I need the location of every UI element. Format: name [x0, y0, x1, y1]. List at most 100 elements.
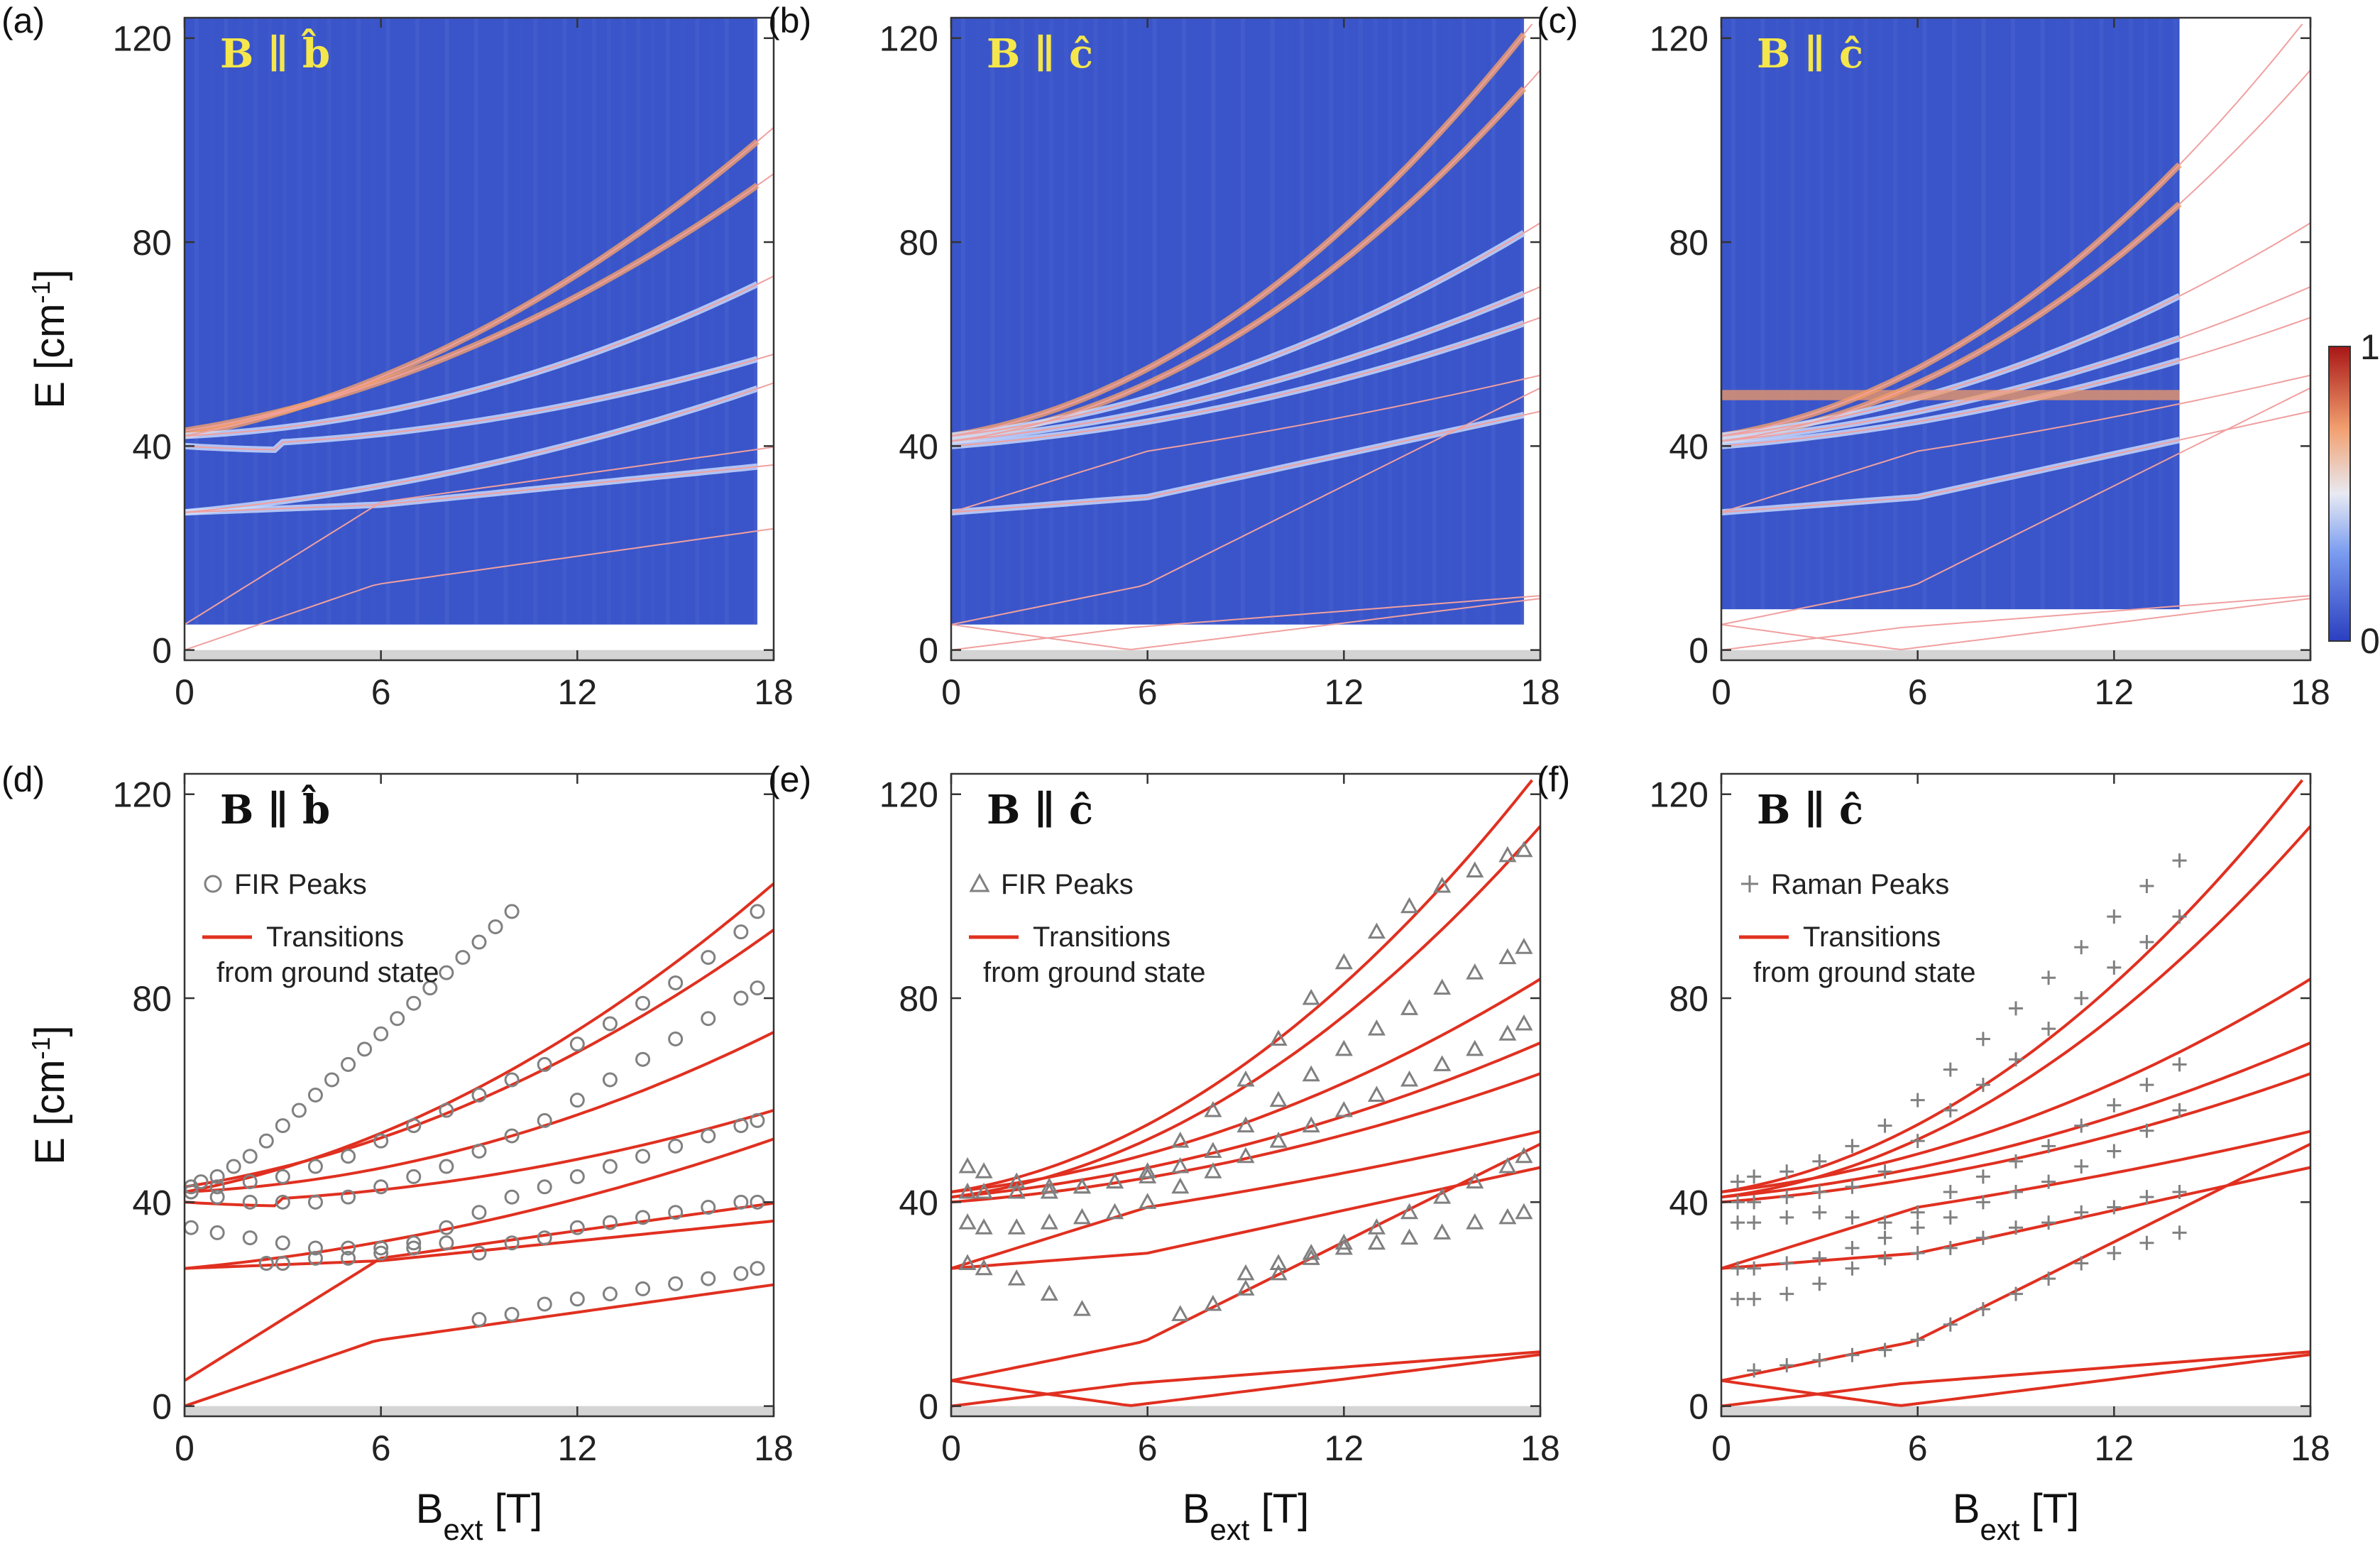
data-point: [1877, 1215, 1892, 1230]
data-point: [1106, 1172, 1124, 1189]
heatmap-streak: [636, 18, 641, 625]
data-point: [701, 950, 716, 966]
data-point: [750, 904, 765, 919]
transition-curve: [184, 354, 774, 451]
data-point: [1302, 1116, 1320, 1133]
heatmap-streak: [297, 18, 302, 625]
data-point: [1515, 841, 1533, 858]
heatmap-streak: [1300, 18, 1305, 625]
data-point: [1812, 1154, 1827, 1169]
data-point: [1466, 1172, 1484, 1189]
panel-label: (d): [1, 760, 45, 799]
data-point: [1269, 1264, 1288, 1281]
heatmap-streak: [194, 18, 199, 625]
data-point: [701, 1200, 716, 1215]
heatmap-streak: [754, 18, 759, 625]
data-point: [733, 1266, 749, 1281]
data-point: [242, 1194, 258, 1210]
data-point: [2139, 1235, 2154, 1250]
heatmap-streak: [710, 18, 714, 625]
data-point: [1433, 978, 1452, 995]
data-point: [307, 1088, 323, 1103]
legend-marker: [969, 873, 990, 892]
heatmap-streak: [1476, 18, 1481, 625]
data-point: [209, 1189, 225, 1205]
transition-curve: [1721, 222, 2311, 437]
heatmap-streak: [268, 18, 273, 625]
y-tick-label: 80: [1669, 979, 1709, 1019]
data-point: [373, 1026, 389, 1041]
heatmap-streak: [960, 18, 965, 625]
y-tick-label: 0: [918, 631, 938, 671]
data-point: [2172, 1103, 2187, 1118]
data-point: [291, 1103, 307, 1118]
heatmap-streak: [724, 18, 729, 625]
heatmap-streak: [577, 18, 581, 625]
data-point: [1812, 1184, 1827, 1199]
below-zero-band: [951, 1406, 1540, 1416]
data-point: [1731, 1174, 1745, 1189]
x-tick-label: 0: [1711, 672, 1731, 712]
data-point: [975, 1259, 993, 1276]
below-zero-band: [185, 1406, 774, 1416]
transition-curve: [184, 446, 774, 625]
y-tick-label: 40: [1669, 1183, 1709, 1222]
data-point: [2074, 1256, 2089, 1271]
panel-label: (a): [1, 1, 45, 40]
heatmap-streak: [2055, 18, 2059, 609]
heatmap-streak: [2158, 18, 2163, 610]
transition-curve: [950, 317, 1541, 447]
data-point: [733, 990, 749, 1006]
y-axis-label: E [cm-1]: [26, 1025, 74, 1164]
data-point: [2139, 1190, 2154, 1205]
panel-title: B ∥ b̂: [220, 784, 330, 833]
data-point: [569, 1220, 585, 1235]
heatmap-streak: [1197, 18, 1201, 625]
data-point: [1171, 1156, 1190, 1174]
heatmap-streak: [400, 18, 405, 625]
x-tick-label: 12: [1325, 672, 1364, 712]
heatmap-streak: [548, 18, 552, 625]
data-point: [975, 1182, 993, 1199]
transition-curve: [950, 1129, 1541, 1270]
heatmap-streak: [1922, 18, 1927, 610]
data-point: [1433, 1188, 1452, 1204]
heatmap-streak: [1064, 18, 1069, 625]
data-point: [1498, 948, 1517, 965]
heatmap-streak: [327, 18, 331, 625]
data-point: [1040, 1177, 1058, 1194]
colorbar: 1 0: [2328, 327, 2380, 661]
transition-curve: [184, 126, 774, 437]
data-point: [569, 1169, 585, 1184]
data-point: [1302, 1249, 1320, 1265]
data-point: [958, 1156, 977, 1174]
data-point: [1400, 1070, 1419, 1087]
heatmap-streak: [415, 18, 420, 625]
panel-label: (b): [768, 1, 811, 40]
data-point: [307, 1159, 323, 1174]
data-point: [2041, 1215, 2056, 1230]
heatmap-field: [951, 18, 1524, 625]
legend-marker: [204, 875, 222, 893]
transition-curve: [1721, 317, 2311, 447]
transition-curve: [1721, 410, 2311, 513]
data-point: [1975, 1230, 1990, 1245]
data-point: [1269, 1132, 1288, 1148]
data-point: [1975, 1169, 1990, 1184]
data-point: [406, 1118, 422, 1134]
data-point: [1877, 1251, 1892, 1266]
legend-entry: FIR Peaks: [234, 869, 367, 900]
x-tick-label: 6: [371, 672, 391, 712]
heatmap-streak: [1403, 18, 1408, 625]
y-tick-label: 80: [132, 223, 172, 263]
heatmap-streak: [209, 18, 214, 625]
data-point: [1877, 1342, 1892, 1357]
heatmap-streak: [238, 18, 243, 625]
data-point: [668, 1031, 684, 1046]
x-axis-label: Bext [T]: [416, 1486, 543, 1546]
data-point: [569, 1036, 585, 1052]
data-point: [1400, 897, 1419, 914]
data-point: [1302, 1065, 1320, 1082]
data-point: [975, 1162, 993, 1178]
